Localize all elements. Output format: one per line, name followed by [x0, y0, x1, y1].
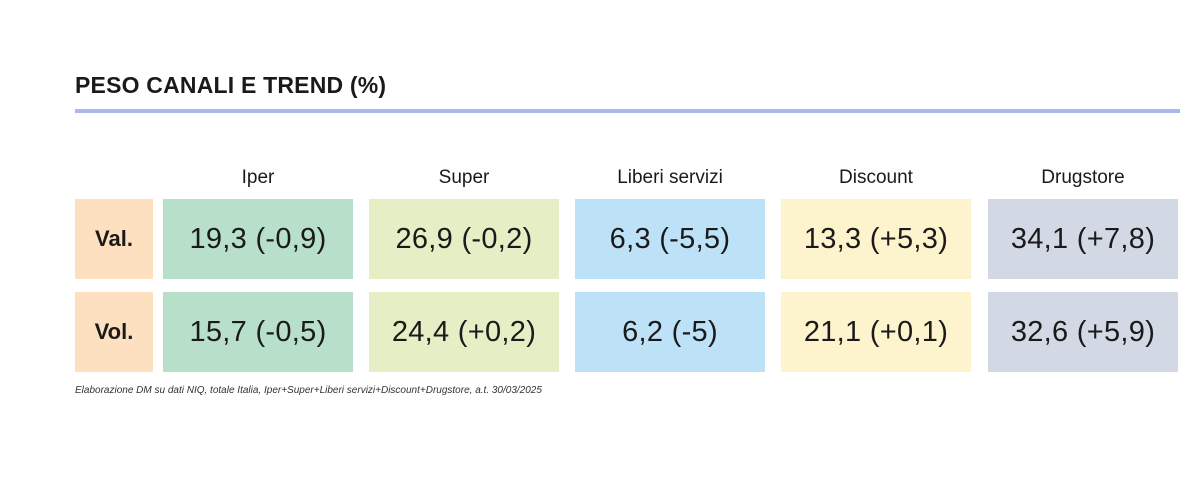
- title-underline: [75, 109, 1180, 113]
- column-header: Drugstore: [1041, 167, 1125, 188]
- source-footnote: Elaborazione DM su dati NIQ, totale Ital…: [75, 385, 542, 396]
- column-header: Discount: [839, 167, 913, 188]
- value-cell: 6,3 (-5,5): [575, 199, 765, 279]
- value-cell: 26,9 (-0,2): [369, 199, 559, 279]
- value-cell: 24,4 (+0,2): [369, 292, 559, 372]
- value-cell: 15,7 (-0,5): [163, 292, 353, 372]
- value-cell: 13,3 (+5,3): [781, 199, 971, 279]
- row-label: Val.: [75, 199, 153, 279]
- chart-title: PESO CANALI E TREND (%): [75, 72, 387, 98]
- column-header: Super: [438, 167, 490, 188]
- value-cell: 19,3 (-0,9): [163, 199, 353, 279]
- row-label: Vol.: [75, 292, 153, 372]
- column-header: Iper: [241, 167, 275, 188]
- value-cell: 21,1 (+0,1): [781, 292, 971, 372]
- value-cell: 32,6 (+5,9): [988, 292, 1178, 372]
- column-header: Liberi servizi: [617, 167, 723, 188]
- value-cell: 6,2 (-5): [575, 292, 765, 372]
- value-cell: 34,1 (+7,8): [988, 199, 1178, 279]
